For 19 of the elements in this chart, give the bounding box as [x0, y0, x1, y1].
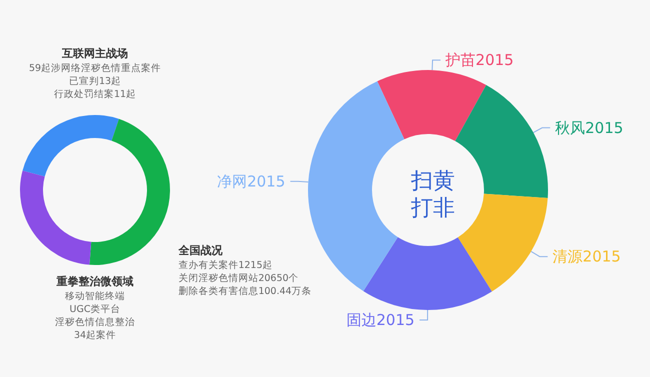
slice-label: 固边2015 [346, 311, 415, 329]
text: 扫黄打非 [410, 169, 455, 221]
text: 移动智能终端 [65, 291, 125, 302]
slice-label: 互联网主战场 [61, 47, 128, 60]
slice-label: 护苗2015 [444, 51, 514, 70]
text: 淫秽色情信息整治 [55, 317, 135, 328]
slice-label: 重拳整治微领域 [56, 275, 134, 288]
slice-label: 净网2015 [217, 172, 286, 190]
text: 已宣判13起 [68, 76, 122, 87]
slice-label: 清源2015 [552, 248, 621, 266]
text: 删除各类有害信息100.44万条 [178, 286, 312, 297]
text: 查办有关案件1215起 [178, 260, 273, 271]
text: 59起涉网络淫秽色情重点案件 [28, 63, 162, 74]
text: 关闭淫秽色情网站20650个 [178, 272, 299, 284]
slice-label: 秋风2015 [555, 118, 624, 137]
text: 行政处罚结案11起 [54, 89, 136, 100]
text: UGC类平台 [70, 304, 120, 315]
text: 34起案件 [74, 330, 116, 341]
slice-label: 全国战况 [177, 244, 224, 257]
